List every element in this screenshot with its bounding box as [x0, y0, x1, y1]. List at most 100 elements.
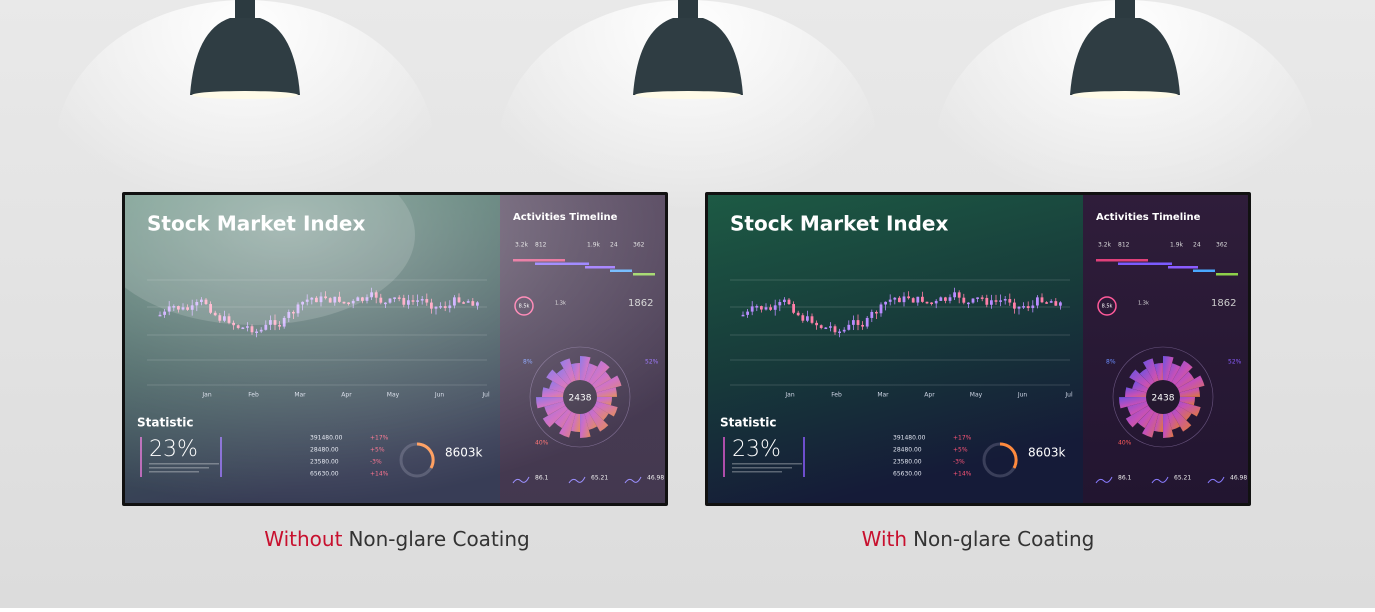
candle-body	[981, 297, 984, 299]
month-label: May	[970, 392, 983, 399]
candle-body	[972, 299, 975, 303]
ring-value: 8.5k	[1102, 304, 1113, 310]
month-label: Jun	[1017, 392, 1028, 399]
candle-body	[1045, 302, 1048, 304]
candle-body	[847, 325, 850, 330]
candle-body	[755, 306, 758, 308]
candle-body	[976, 297, 979, 299]
month-label: Jan	[784, 392, 794, 399]
row-change: -3%	[953, 459, 965, 466]
timeline-bar	[1096, 259, 1148, 262]
candle-body	[774, 305, 777, 309]
candle-body	[1008, 299, 1011, 303]
timeline-bar	[1118, 263, 1172, 266]
top-stat: 3.2k	[1098, 242, 1112, 249]
candle-body	[1050, 301, 1053, 303]
candle-body	[824, 328, 827, 330]
candle-body	[949, 297, 952, 301]
candle-body	[1004, 299, 1007, 301]
timeline-bar	[1168, 266, 1198, 269]
lamp-bulb	[192, 91, 298, 99]
candle-body	[815, 323, 818, 325]
candle-body	[916, 297, 919, 303]
candle-body	[806, 316, 809, 320]
wheel-label: 8%	[1106, 359, 1116, 366]
candle-body	[1059, 302, 1062, 305]
bottom-stat: 65.21	[1174, 475, 1191, 482]
candle-body	[880, 304, 883, 313]
candle-body	[870, 312, 873, 318]
stat-percent: 23%	[732, 437, 781, 462]
candle-body	[792, 304, 795, 313]
caption-rest: Non-glare Coating	[913, 527, 1094, 551]
bottom-stat: 46.98	[1230, 475, 1247, 482]
text-line	[732, 467, 792, 469]
candle-body	[811, 316, 814, 323]
candle-body	[829, 326, 832, 328]
wheel-center: 2438	[1152, 394, 1175, 404]
row-value: 28480.00	[893, 447, 922, 454]
candle-body	[903, 296, 906, 302]
candle-body	[958, 292, 961, 297]
row-change: +5%	[953, 447, 968, 454]
candle-body	[783, 300, 786, 302]
month-label: Mar	[877, 392, 889, 399]
candle-body	[893, 298, 896, 300]
candle-body	[884, 302, 887, 305]
candle-body	[1036, 297, 1039, 305]
wheel-label: 40%	[1118, 440, 1132, 447]
candle-body	[852, 320, 855, 325]
candle-body	[995, 300, 998, 302]
candle-body	[820, 325, 823, 328]
candle-body	[857, 320, 860, 325]
stat-total: 8603k	[1028, 446, 1066, 460]
caption-rest: Non-glare Coating	[348, 527, 529, 551]
candle-body	[1018, 307, 1021, 309]
candle-body	[999, 300, 1002, 302]
candle-body	[926, 302, 929, 304]
text-line	[732, 463, 802, 465]
month-label: Apr	[924, 392, 935, 399]
candle-body	[1031, 306, 1034, 309]
candle-body	[962, 298, 965, 303]
candle-body	[751, 306, 754, 311]
candle-body	[742, 315, 745, 317]
candle-body	[788, 300, 791, 304]
caption-emphasis: Without	[264, 527, 342, 551]
candle-body	[912, 298, 915, 302]
candle-body	[1022, 306, 1025, 308]
scene: Stock Market IndexJanFebMarAprMayJunJulS…	[0, 0, 1375, 608]
candle-body	[907, 296, 910, 298]
count-stat: 1862	[1211, 298, 1236, 309]
candle-body	[939, 297, 942, 301]
candle-body	[801, 315, 804, 320]
top-stat: 24	[1193, 242, 1201, 249]
candle-body	[985, 298, 988, 305]
lamp-bulb	[635, 91, 741, 99]
candle-body	[834, 326, 837, 332]
text-line	[732, 471, 782, 473]
row-change: +14%	[953, 471, 972, 478]
row-value: 391480.00	[893, 435, 926, 442]
mid-stat: 1.3k	[1138, 301, 1149, 307]
top-stat: 812	[1118, 242, 1130, 249]
candle-body	[935, 301, 938, 303]
row-value: 23580.00	[893, 459, 922, 466]
candle-body	[1013, 303, 1016, 309]
candle-body	[760, 306, 763, 309]
lamp-bulb	[1072, 91, 1178, 99]
candle-body	[765, 307, 768, 309]
candle-body	[866, 318, 869, 327]
candle-body	[889, 300, 892, 302]
candle-body	[990, 300, 993, 304]
candle-body	[930, 303, 933, 305]
month-label: Jul	[1064, 392, 1073, 399]
candle-body	[944, 297, 947, 300]
title: Stock Market Index	[730, 212, 948, 236]
row-value: 65630.00	[893, 471, 922, 478]
top-stat: 1.9k	[1170, 242, 1184, 249]
candle-body	[953, 292, 956, 297]
candle-body	[861, 325, 864, 327]
